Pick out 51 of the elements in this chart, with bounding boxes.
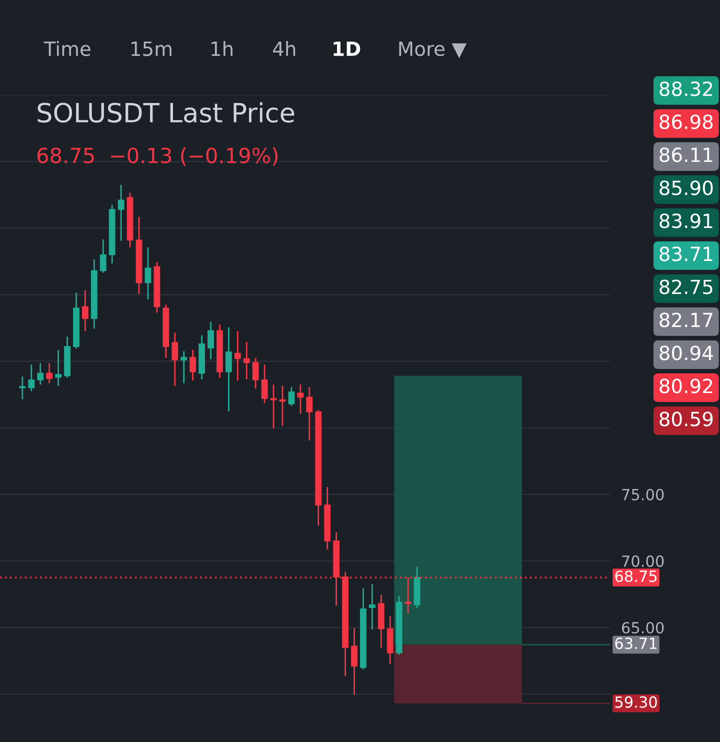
ref-line-label: 68.75 [615,570,657,582]
candlestick [55,350,62,386]
text: 4h [273,41,296,56]
candlestick [252,358,259,389]
candlestick [82,290,88,332]
chart-title: SOLUSDT Last Price [38,102,294,123]
candlestick [28,364,35,392]
candlestick [208,322,214,360]
text: 82.17 [660,312,712,328]
candlestick [118,184,124,241]
candlestick [100,239,106,273]
text: 83.71 [660,246,712,262]
text: 80.92 [660,378,712,394]
candlestick [386,616,394,664]
candlestick [368,584,376,630]
y-tick-label: 75.00 [622,488,664,500]
text: More ▼ [399,42,467,58]
candlestick [19,376,26,400]
text: 1D [334,42,360,56]
candlestick [46,363,53,384]
text: 15m [131,42,172,56]
candlestick [288,387,295,406]
text: 80.59 [660,412,713,426]
text: 86.98 [660,114,713,130]
text: 80.94 [660,346,713,360]
band-label: 59.30 [615,696,657,708]
candlestick [225,327,232,412]
candlestick [37,363,44,385]
candlestick [172,332,178,386]
candlestick [144,247,152,300]
candlestick [180,351,188,384]
band-label: 63.71 [615,638,656,650]
candlestick [351,628,358,695]
text: Time [44,41,90,56]
candlestick [297,384,304,414]
y-tick-label: 70.00 [622,555,664,567]
text: 82.75 [660,280,712,294]
candlestick [306,387,313,440]
text: 88.32 [660,81,712,96]
y-tick-label: 65.00 [622,622,664,634]
candlestick [190,350,196,381]
candlestick [234,331,241,381]
candlestick [270,384,277,428]
text: 1h [212,41,232,56]
text: 83.91 [660,214,712,228]
text: 86.11 [660,147,712,162]
candlestick [261,364,268,404]
text: 85.90 [660,180,713,196]
candlestick [243,342,250,380]
candlestick [279,386,286,426]
text: 68.75 −0.13 (−0.19%) [37,147,278,166]
